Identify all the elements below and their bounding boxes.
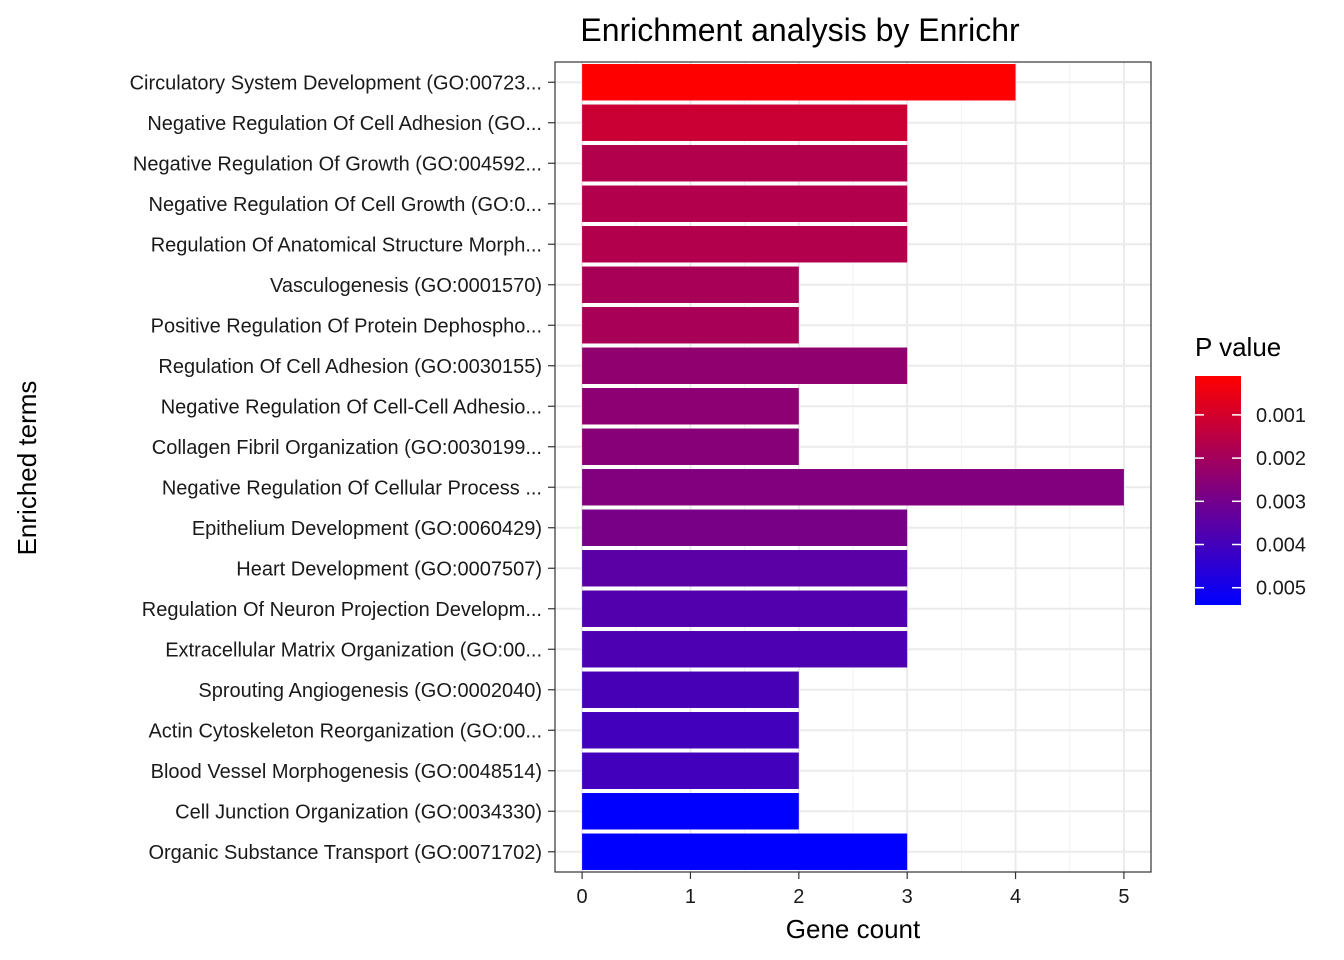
x-tick-label: 0 bbox=[577, 886, 588, 908]
bar bbox=[582, 793, 799, 830]
plot-panel bbox=[555, 62, 1151, 872]
legend-tick-label: 0.005 bbox=[1256, 578, 1306, 600]
bar bbox=[582, 104, 908, 141]
y-tick-label: Cell Junction Organization (GO:0034330) bbox=[175, 801, 542, 823]
legend-tick-label: 0.004 bbox=[1256, 535, 1306, 557]
x-tick-label: 3 bbox=[902, 886, 913, 908]
bar bbox=[582, 226, 908, 263]
bar bbox=[582, 428, 799, 465]
chart-title: Enrichment analysis by Enrichr bbox=[580, 12, 1020, 48]
bar bbox=[582, 347, 908, 384]
x-tick-label: 4 bbox=[1010, 886, 1021, 908]
y-tick-label: Circulatory System Development (GO:00723… bbox=[130, 72, 542, 94]
legend-tick-label: 0.003 bbox=[1256, 491, 1306, 513]
y-tick-label: Collagen Fibril Organization (GO:0030199… bbox=[152, 437, 542, 459]
y-tick-label: Regulation Of Anatomical Structure Morph… bbox=[151, 234, 542, 256]
bar bbox=[582, 752, 799, 789]
bar bbox=[582, 833, 908, 870]
x-tick-label: 5 bbox=[1118, 886, 1129, 908]
y-tick-label: Heart Development (GO:0007507) bbox=[236, 558, 542, 580]
bar bbox=[582, 550, 908, 587]
x-axis-title: Gene count bbox=[786, 914, 921, 944]
y-tick-label: Negative Regulation Of Cell-Cell Adhesio… bbox=[161, 396, 542, 418]
y-tick-label: Negative Regulation Of Growth (GO:004592… bbox=[133, 153, 542, 175]
y-tick-label: Positive Regulation Of Protein Dephospho… bbox=[151, 315, 542, 337]
y-tick-label: Negative Regulation Of Cell Adhesion (GO… bbox=[147, 113, 542, 135]
bar bbox=[582, 185, 908, 222]
legend-title: P value bbox=[1195, 332, 1281, 362]
y-tick-label: Epithelium Development (GO:0060429) bbox=[192, 518, 542, 540]
bar bbox=[582, 469, 1124, 506]
y-tick-label: Regulation Of Neuron Projection Developm… bbox=[142, 599, 542, 621]
bars-group bbox=[582, 64, 1124, 870]
bar bbox=[582, 145, 908, 182]
bar bbox=[582, 64, 1016, 101]
y-axis: Circulatory System Development (GO:00723… bbox=[130, 72, 555, 864]
bar bbox=[582, 388, 799, 425]
legend-tick-label: 0.002 bbox=[1256, 448, 1306, 470]
legend: P value 0.001 0.002 0.003 0.004 0.005 bbox=[1195, 332, 1306, 605]
y-tick-label: Blood Vessel Morphogenesis (GO:0048514) bbox=[151, 761, 542, 783]
y-tick-label: Negative Regulation Of Cellular Process … bbox=[162, 477, 542, 499]
x-tick-label: 2 bbox=[793, 886, 804, 908]
x-tick-label: 1 bbox=[685, 886, 696, 908]
y-tick-label: Regulation Of Cell Adhesion (GO:0030155) bbox=[158, 356, 542, 378]
y-tick-label: Actin Cytoskeleton Reorganization (GO:00… bbox=[148, 720, 542, 742]
x-axis: 0 1 2 3 4 5 bbox=[577, 872, 1129, 908]
bar bbox=[582, 631, 908, 668]
y-tick-label: Extracellular Matrix Organization (GO:00… bbox=[165, 639, 542, 661]
y-tick-label: Vasculogenesis (GO:0001570) bbox=[270, 275, 542, 297]
legend-tick-label: 0.001 bbox=[1256, 405, 1306, 427]
bar bbox=[582, 712, 799, 749]
legend-ticks: 0.001 0.002 0.003 0.004 0.005 bbox=[1195, 405, 1306, 600]
legend-colorbar bbox=[1195, 376, 1241, 605]
y-tick-label: Organic Substance Transport (GO:0071702) bbox=[148, 842, 542, 864]
y-tick-label: Negative Regulation Of Cell Growth (GO:0… bbox=[149, 194, 543, 216]
y-axis-title: Enriched terms bbox=[12, 381, 42, 556]
bar bbox=[582, 307, 799, 344]
y-tick-label: Sprouting Angiogenesis (GO:0002040) bbox=[198, 680, 542, 702]
bar bbox=[582, 671, 799, 708]
bar bbox=[582, 509, 908, 546]
bar bbox=[582, 266, 799, 303]
panel-border bbox=[554, 61, 1152, 873]
bar bbox=[582, 590, 908, 627]
